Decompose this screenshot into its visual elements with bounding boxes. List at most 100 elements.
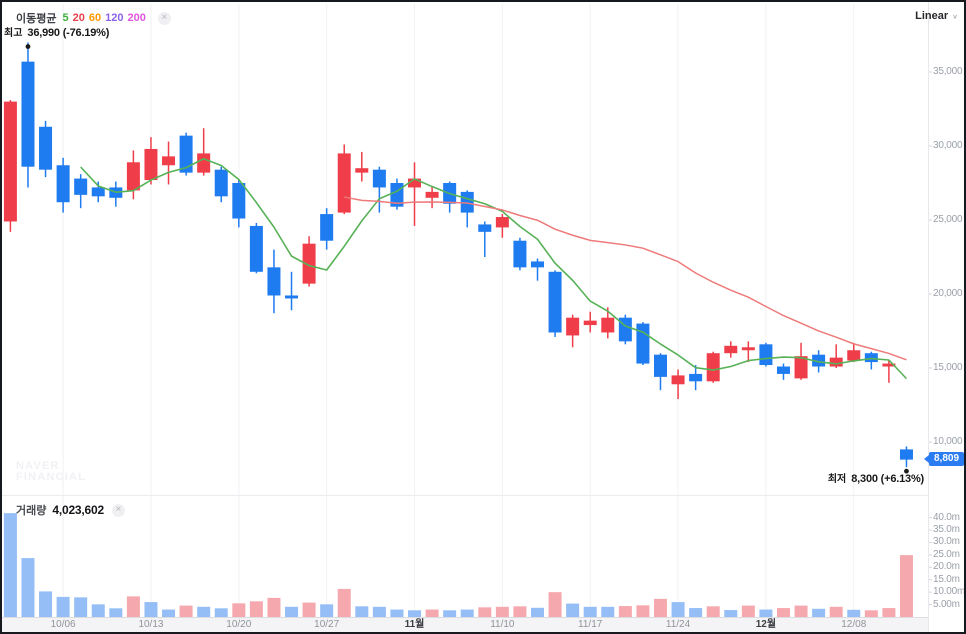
volume-bar[interactable] xyxy=(337,588,351,617)
candle[interactable] xyxy=(21,61,35,167)
volume-bar[interactable] xyxy=(74,597,88,617)
candle[interactable] xyxy=(829,357,843,367)
candle[interactable] xyxy=(249,225,263,272)
candle[interactable] xyxy=(653,354,667,377)
ma-legend-close-icon[interactable]: × xyxy=(157,11,171,25)
candle[interactable] xyxy=(144,148,158,181)
volume-bar[interactable] xyxy=(759,609,773,617)
candle[interactable] xyxy=(812,354,826,367)
candle[interactable] xyxy=(302,243,316,284)
volume-bar[interactable] xyxy=(355,606,369,617)
candle[interactable] xyxy=(566,317,580,336)
volume-bar[interactable] xyxy=(302,602,316,617)
volume-bar[interactable] xyxy=(513,606,527,617)
candle[interactable] xyxy=(91,187,105,197)
scale-selector[interactable]: Linear ∨ xyxy=(915,10,958,22)
candle[interactable] xyxy=(531,261,544,268)
volume-bar[interactable] xyxy=(267,597,281,617)
volume-bar[interactable] xyxy=(56,596,70,617)
volume-bar[interactable] xyxy=(636,605,650,617)
candle[interactable] xyxy=(197,153,211,173)
volume-bar[interactable] xyxy=(372,606,386,617)
volume-bar[interactable] xyxy=(653,598,667,617)
volume-bar[interactable] xyxy=(706,606,720,617)
candle[interactable] xyxy=(337,153,351,213)
volume-bar[interactable] xyxy=(899,555,913,617)
volume-bar[interactable] xyxy=(829,606,843,617)
candle[interactable] xyxy=(425,191,439,198)
candle[interactable] xyxy=(706,353,720,382)
candle[interactable] xyxy=(671,375,685,385)
volume-bar[interactable] xyxy=(109,608,123,617)
volume-bar[interactable] xyxy=(390,609,404,617)
volume-bar[interactable] xyxy=(741,605,755,617)
candle[interactable] xyxy=(548,271,562,333)
volume-bar[interactable] xyxy=(460,609,474,617)
volume-bar[interactable] xyxy=(3,513,17,617)
candle[interactable] xyxy=(126,162,140,191)
candle[interactable] xyxy=(583,320,597,326)
candle[interactable] xyxy=(513,240,527,268)
candle[interactable] xyxy=(56,165,70,203)
candle[interactable] xyxy=(864,353,878,363)
volume-bar[interactable] xyxy=(249,601,263,617)
volume-bar[interactable] xyxy=(285,606,299,617)
candle[interactable] xyxy=(776,366,790,374)
candle[interactable] xyxy=(882,363,896,367)
candle[interactable] xyxy=(214,169,228,197)
candle[interactable] xyxy=(794,356,808,379)
volume-bar[interactable] xyxy=(882,608,896,617)
candle[interactable] xyxy=(372,169,386,188)
volume-bar[interactable] xyxy=(812,608,826,617)
volume-bar[interactable] xyxy=(179,605,193,617)
candle[interactable] xyxy=(232,183,246,219)
volume-bar[interactable] xyxy=(847,609,861,617)
volume-bar[interactable] xyxy=(531,607,544,617)
candle[interactable] xyxy=(408,178,422,188)
candle[interactable] xyxy=(74,178,88,195)
candle[interactable] xyxy=(355,168,369,173)
volume-bar[interactable] xyxy=(548,592,562,617)
volume-bar[interactable] xyxy=(689,608,703,617)
volume-bar[interactable] xyxy=(214,608,228,617)
candle[interactable] xyxy=(267,267,281,296)
candle[interactable] xyxy=(724,345,738,354)
candle[interactable] xyxy=(478,224,492,232)
candle[interactable] xyxy=(601,317,615,333)
candle[interactable] xyxy=(636,323,650,364)
volume-bar[interactable] xyxy=(776,608,790,617)
volume-bar[interactable] xyxy=(21,558,35,617)
volume-bar[interactable] xyxy=(144,602,158,617)
volume-legend-close-icon[interactable]: × xyxy=(111,503,125,517)
candle[interactable] xyxy=(759,344,773,366)
volume-bar[interactable] xyxy=(126,596,140,617)
volume-bar[interactable] xyxy=(495,606,509,617)
volume-bar[interactable] xyxy=(618,606,632,617)
candle[interactable] xyxy=(285,295,299,299)
candle[interactable] xyxy=(39,126,53,170)
volume-bar[interactable] xyxy=(91,604,105,617)
candle[interactable] xyxy=(179,135,193,173)
volume-bar[interactable] xyxy=(197,606,211,617)
candle[interactable] xyxy=(689,373,703,382)
candle[interactable] xyxy=(847,350,861,361)
volume-bar[interactable] xyxy=(583,606,597,617)
volume-bar[interactable] xyxy=(601,606,615,617)
volume-bar[interactable] xyxy=(443,610,457,617)
volume-bar[interactable] xyxy=(864,610,878,617)
volume-bar[interactable] xyxy=(671,602,685,617)
candle[interactable] xyxy=(162,156,176,166)
volume-bar[interactable] xyxy=(162,609,176,617)
volume-bar[interactable] xyxy=(320,604,334,617)
volume-bar[interactable] xyxy=(566,603,580,617)
candle[interactable] xyxy=(741,347,755,351)
volume-bar[interactable] xyxy=(724,610,738,617)
volume-bar[interactable] xyxy=(232,603,246,617)
candle[interactable] xyxy=(495,217,509,228)
volume-bar[interactable] xyxy=(39,591,53,617)
volume-bar[interactable] xyxy=(425,609,439,617)
volume-bar[interactable] xyxy=(794,605,808,617)
candle[interactable] xyxy=(3,101,17,222)
candle[interactable] xyxy=(899,449,913,460)
